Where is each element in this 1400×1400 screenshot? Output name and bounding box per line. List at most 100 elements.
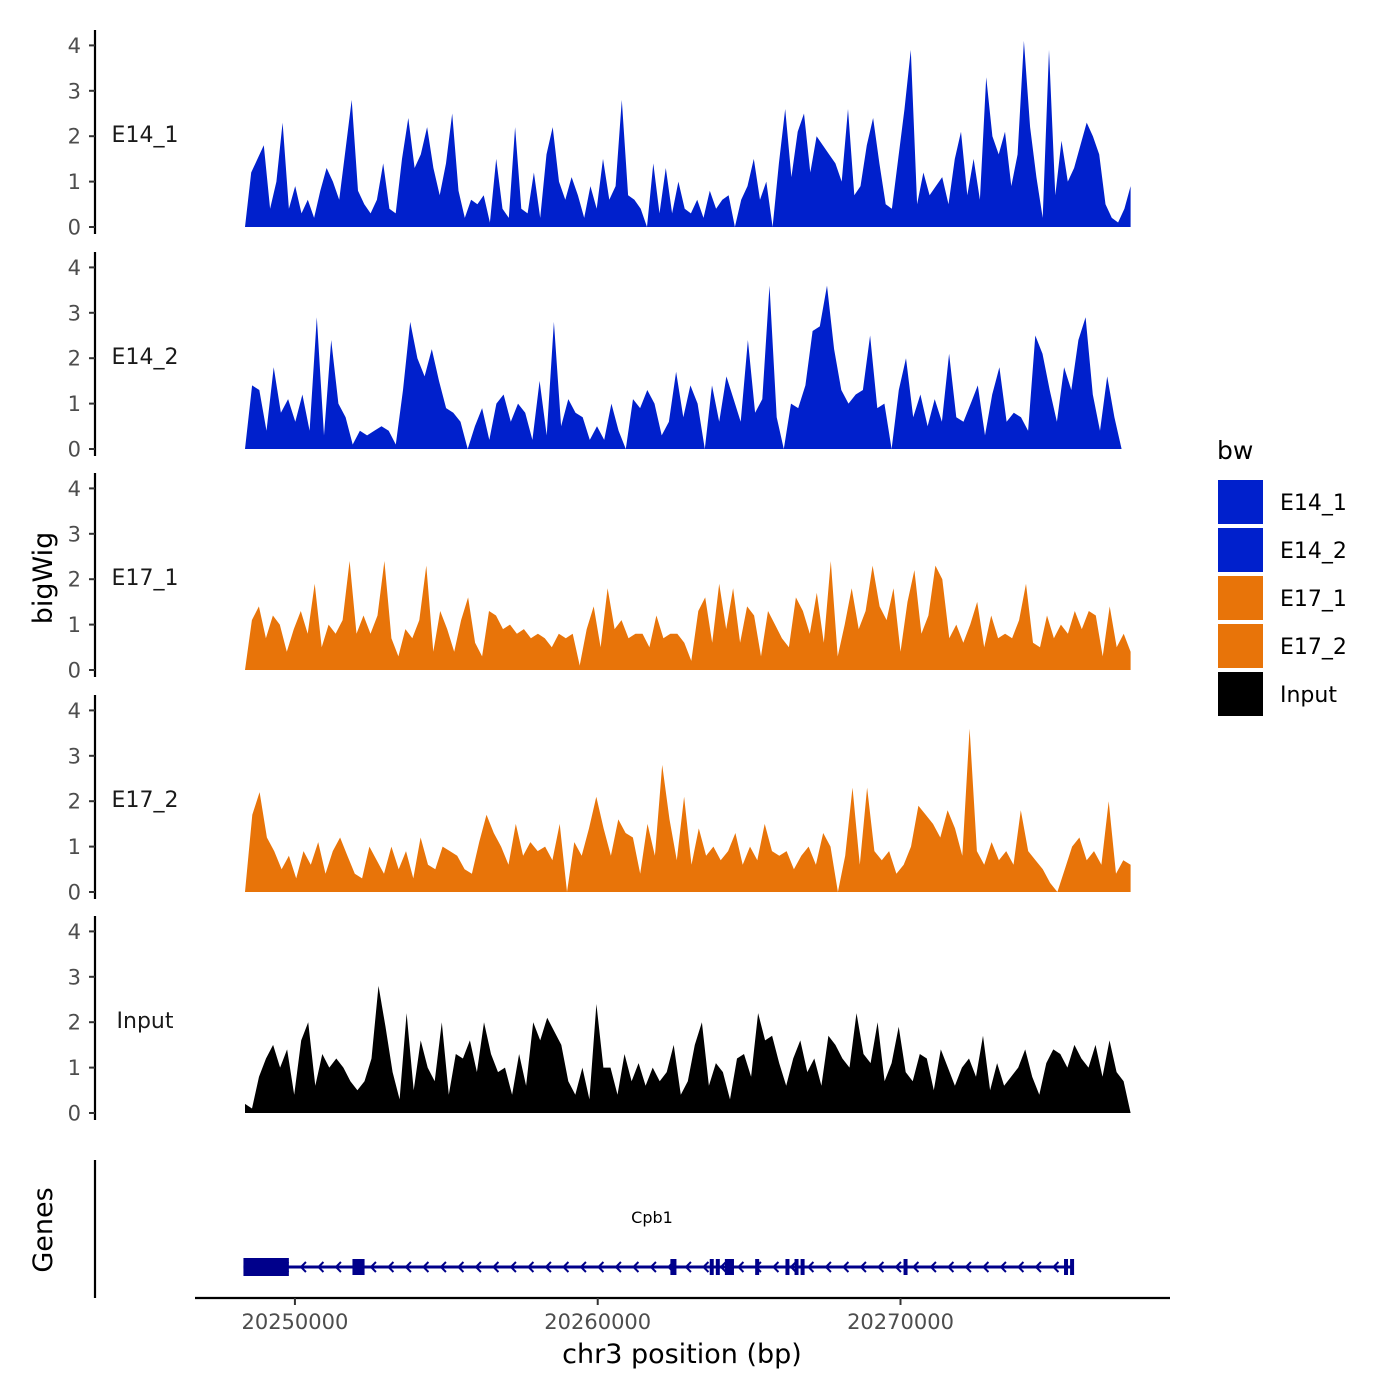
y-tick-label: 1	[68, 170, 81, 194]
strand-arrow	[719, 1261, 727, 1273]
strand-arrow	[632, 1261, 640, 1273]
track-e14-1: 0 1 2 3 4 E14_1	[68, 30, 1131, 240]
y-tick-label: 1	[68, 613, 81, 637]
strand-arrow	[947, 1261, 955, 1273]
exon	[794, 1259, 799, 1275]
y-tick-label: 0	[68, 438, 81, 462]
y-tick-label: 4	[68, 699, 81, 723]
y-tick-label: 1	[68, 1056, 81, 1080]
coverage-tracks: 0 1 2 3 4 E14_1 0 1 2 3 4 E14_2 0 1 2 3 4 E17_1 0 1 2 3 4 E17_2…	[68, 30, 1131, 1126]
y-tick-label: 3	[68, 301, 81, 325]
strand-arrow	[999, 1261, 1007, 1273]
strand-arrow	[894, 1261, 902, 1273]
strand-arrow	[737, 1261, 745, 1273]
strand-arrow	[544, 1261, 552, 1273]
exon	[755, 1259, 760, 1275]
coverage-area-e17-2	[245, 728, 1131, 892]
coverage-area-e17-1	[245, 561, 1131, 670]
strand-arrow	[387, 1261, 395, 1273]
exon	[800, 1259, 805, 1275]
track-label: E14_1	[112, 123, 179, 148]
exon	[709, 1259, 714, 1275]
legend-label: E17_1	[1280, 587, 1347, 612]
y-tick-label: 0	[68, 881, 81, 905]
legend-label: E14_1	[1280, 491, 1347, 516]
strand-arrow	[404, 1261, 412, 1273]
strand-arrow	[317, 1261, 325, 1273]
track-label: E17_1	[112, 566, 179, 591]
strand-arrow	[527, 1261, 535, 1273]
strand-arrow	[614, 1261, 622, 1273]
strand-arrow	[1034, 1261, 1042, 1273]
y-tick-label: 1	[68, 835, 81, 859]
strand-arrow	[509, 1261, 517, 1273]
strand-arrow	[1017, 1261, 1025, 1273]
strand-arrow	[684, 1261, 692, 1273]
strand-arrow	[334, 1261, 342, 1273]
strand-arrow	[579, 1261, 587, 1273]
exon	[670, 1259, 677, 1275]
strand-arrow	[299, 1261, 307, 1273]
y-tick-label: 2	[68, 347, 81, 371]
strand-arrow	[807, 1261, 815, 1273]
gene-name-label: Cpb1	[631, 1208, 673, 1227]
track-e17-1: 0 1 2 3 4 E17_1	[68, 473, 1131, 683]
legend-item-e17-2[interactable]: E17_2	[1218, 624, 1347, 668]
strand-arrow	[597, 1261, 605, 1273]
strand-arrow	[912, 1261, 920, 1273]
legend-swatch	[1218, 624, 1263, 668]
legend-swatch	[1218, 576, 1263, 620]
legend-swatch	[1218, 528, 1263, 572]
legend-label: Input	[1280, 683, 1337, 708]
strand-arrow	[982, 1261, 990, 1273]
x-axis-title: chr3 position (bp)	[562, 1339, 802, 1370]
coverage-area-e14-1	[245, 40, 1131, 228]
legend-item-e17-1[interactable]: E17_1	[1218, 576, 1347, 620]
legend: bw E14_1 E14_2 E17_1 E17_2 Input	[1217, 436, 1347, 716]
y-axis-title: bigWig	[28, 532, 59, 625]
track-label: Input	[117, 1009, 174, 1034]
exon	[1070, 1259, 1075, 1275]
gene-cpb1[interactable]: Cpb1	[243, 1208, 1075, 1276]
legend-swatch	[1218, 480, 1263, 524]
y-tick-label: 0	[68, 1102, 81, 1126]
strand-arrow	[422, 1261, 430, 1273]
legend-item-e14-1[interactable]: E14_1	[1218, 480, 1347, 524]
legend-label: E14_2	[1280, 539, 1347, 564]
coverage-area-input	[245, 985, 1131, 1113]
strand-arrow	[964, 1261, 972, 1273]
strand-arrow	[457, 1261, 465, 1273]
track-e17-2: 0 1 2 3 4 E17_2	[68, 695, 1131, 905]
x-tick-label: 20260000	[544, 1310, 651, 1334]
legend-item-e14-2[interactable]: E14_2	[1218, 528, 1347, 572]
y-tick-label: 2	[68, 125, 81, 149]
strand-arrow	[562, 1261, 570, 1273]
x-tick-label: 20270000	[847, 1310, 954, 1334]
exon	[243, 1258, 289, 1276]
strand-arrow	[474, 1261, 482, 1273]
y-tick-label: 3	[68, 522, 81, 546]
y-tick-label: 4	[68, 34, 81, 58]
y-tick-label: 4	[68, 256, 81, 280]
exon	[352, 1259, 365, 1275]
strand-arrow	[439, 1261, 447, 1273]
y-tick-label: 1	[68, 392, 81, 416]
track-label: E14_2	[112, 345, 179, 370]
y-tick-label: 2	[68, 568, 81, 592]
strand-arrow	[702, 1261, 710, 1273]
exon	[785, 1259, 790, 1275]
strand-arrow	[492, 1261, 500, 1273]
exon	[715, 1259, 720, 1275]
strand-arrow	[824, 1261, 832, 1273]
strand-arrow	[877, 1261, 885, 1273]
x-tick-label: 20250000	[241, 1310, 348, 1334]
legend-item-input[interactable]: Input	[1218, 672, 1337, 716]
strand-arrow	[789, 1261, 797, 1273]
y-tick-label: 0	[68, 659, 81, 683]
y-tick-label: 4	[68, 477, 81, 501]
track-label: E17_2	[112, 788, 179, 813]
y-tick-label: 3	[68, 79, 81, 103]
y-tick-label: 3	[68, 744, 81, 768]
exon	[903, 1259, 908, 1275]
y-tick-label: 2	[68, 1011, 81, 1035]
